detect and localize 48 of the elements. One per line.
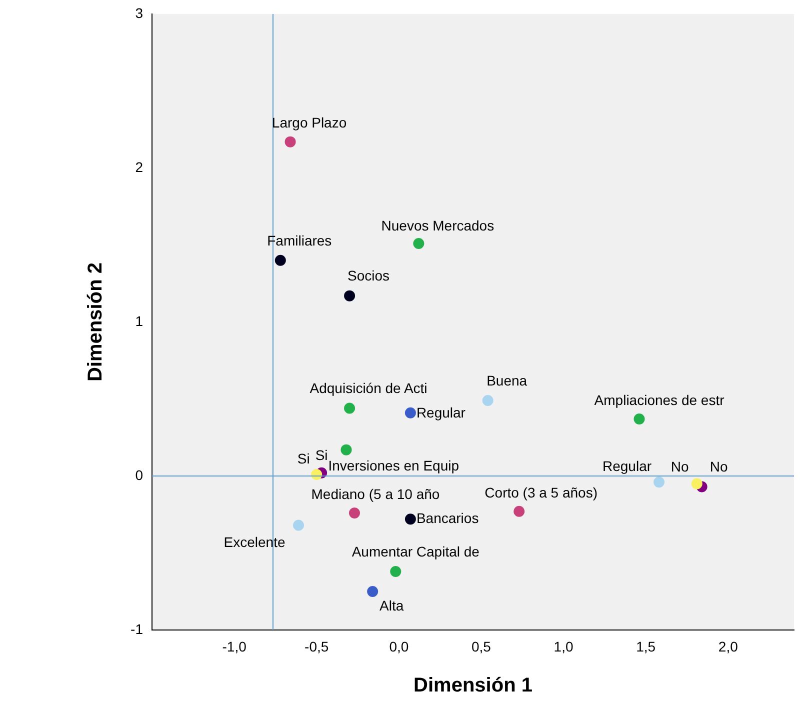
x-tick-label: 0,5 [471,638,492,654]
annotation: Si [315,446,328,463]
annotation: Corto (3 a 5 años) [484,484,598,500]
point [482,395,494,406]
annotation: Aumentar Capital de [352,543,480,560]
annotation: Regular [416,404,466,421]
point [404,407,416,418]
y-tick-label: 1 [135,312,144,329]
annotation: Si [297,450,310,466]
annotation: Socios [348,268,390,284]
point [348,507,360,518]
annotation: Regular [602,458,652,474]
point [413,238,424,249]
point [284,136,296,148]
x-tick-label: -0,5 [304,638,329,654]
point [340,444,352,456]
y-tick-label: 2 [135,158,144,175]
x-tick-label: 1,0 [554,638,574,654]
point [367,586,378,597]
y-tick-label: 0 [135,466,144,483]
annotation: Mediano (5 a 10 año [311,486,440,502]
point [404,514,416,525]
x-tick-label: 1,5 [636,638,656,654]
annotation: No [670,458,690,475]
annotation: Nuevos Mercados [381,217,494,234]
point [634,414,645,425]
point [293,520,304,531]
annotation: Bancarios [416,510,479,526]
x-tick-label: 2,0 [718,638,738,654]
annotation: Inversiones en Equip [328,458,460,474]
point [514,506,525,517]
annotation: No [710,458,728,475]
point [691,478,702,490]
point [274,254,286,266]
x-tick-label: 0,0 [389,638,409,654]
y-axis-title: Dimensión 2 [84,262,107,382]
y-tick-label: 3 [135,4,144,21]
point [344,290,356,302]
x-axis-title: Dimensión 1 [414,674,532,697]
annotation: Ampliaciones de estr [594,392,725,408]
point [654,476,665,488]
annotation: Adquisición de Acti [310,380,428,396]
point [344,402,356,414]
point [390,566,402,577]
annotation: Buena [486,372,528,388]
y-tick-label: -1 [130,620,144,637]
annotation: Alta [380,597,404,614]
x-tick-label: -1,0 [222,638,247,654]
